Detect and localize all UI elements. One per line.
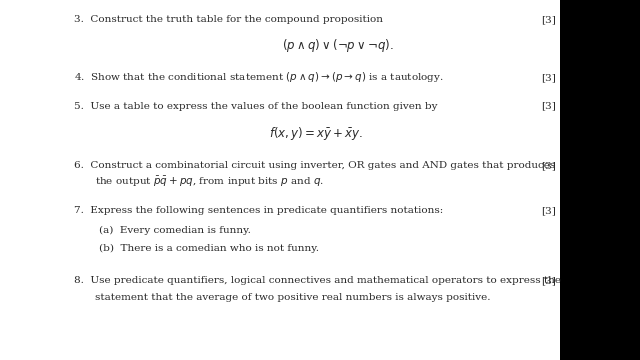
- Text: statement that the average of two positive real numbers is always positive.: statement that the average of two positi…: [95, 292, 490, 302]
- FancyBboxPatch shape: [0, 0, 560, 360]
- Text: the output $\bar{p}\bar{q} + pq$, from input bits $p$ and $q$.: the output $\bar{p}\bar{q} + pq$, from i…: [95, 175, 324, 189]
- Text: 7.  Express the following sentences in predicate quantifiers notations:: 7. Express the following sentences in pr…: [74, 206, 443, 215]
- Text: $(p \wedge q) \vee (\neg p \vee \neg q).$: $(p \wedge q) \vee (\neg p \vee \neg q).…: [282, 36, 394, 54]
- Text: [3]: [3]: [541, 102, 556, 111]
- Text: $f(x, y) = x\bar{y} + \bar{x}y.$: $f(x, y) = x\bar{y} + \bar{x}y.$: [269, 125, 363, 142]
- Text: [3]: [3]: [541, 15, 556, 24]
- Text: [3]: [3]: [541, 161, 556, 170]
- Text: 5.  Use a table to express the values of the boolean function given by: 5. Use a table to express the values of …: [74, 102, 437, 111]
- Text: [3]: [3]: [541, 73, 556, 82]
- Text: 3.  Construct the truth table for the compound proposition: 3. Construct the truth table for the com…: [74, 15, 383, 24]
- Text: 4.  Show that the conditional statement $(p \wedge q) \rightarrow (p \rightarrow: 4. Show that the conditional statement $…: [74, 71, 444, 84]
- Text: 8.  Use predicate quantifiers, logical connectives and mathematical operators to: 8. Use predicate quantifiers, logical co…: [74, 276, 561, 285]
- Text: (b)  There is a comedian who is not funny.: (b) There is a comedian who is not funny…: [99, 244, 319, 253]
- Text: [3]: [3]: [541, 206, 556, 215]
- Text: [3]: [3]: [541, 276, 556, 285]
- Text: 6.  Construct a combinatorial circuit using inverter, OR gates and AND gates tha: 6. Construct a combinatorial circuit usi…: [74, 161, 555, 170]
- Text: (a)  Every comedian is funny.: (a) Every comedian is funny.: [99, 226, 251, 235]
